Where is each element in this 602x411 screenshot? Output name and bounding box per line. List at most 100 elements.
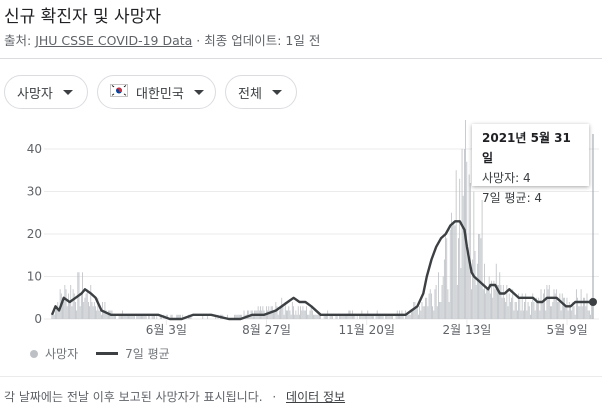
daily-bar bbox=[291, 302, 293, 319]
daily-bar bbox=[491, 280, 492, 319]
daily-bar bbox=[478, 234, 479, 319]
daily-bar bbox=[326, 314, 327, 319]
daily-bar bbox=[446, 238, 448, 319]
daily-bar bbox=[303, 310, 305, 319]
hover-marker bbox=[589, 134, 597, 319]
chart-legend: 사망자 7일 평균 bbox=[30, 345, 170, 362]
daily-bar bbox=[336, 314, 338, 319]
daily-bar bbox=[571, 310, 573, 319]
daily-bar bbox=[106, 314, 108, 319]
daily-bar bbox=[578, 306, 580, 319]
daily-bar bbox=[289, 310, 291, 319]
daily-bar bbox=[528, 306, 530, 319]
daily-bar bbox=[406, 314, 408, 319]
daily-bar bbox=[130, 314, 132, 319]
daily-bar bbox=[485, 293, 487, 319]
daily-bar bbox=[412, 310, 413, 319]
x-axis-labels: 6월 3일 8월 27일 11월 20일 2월 13일 5월 9일 bbox=[146, 319, 588, 337]
daily-bar bbox=[561, 293, 563, 319]
daily-bar bbox=[55, 310, 56, 319]
daily-bar bbox=[310, 306, 312, 319]
daily-bar bbox=[314, 314, 316, 319]
daily-bar bbox=[171, 314, 173, 319]
daily-bar bbox=[439, 302, 441, 319]
daily-bar bbox=[443, 259, 445, 319]
daily-bar bbox=[432, 306, 433, 319]
daily-bar bbox=[264, 314, 266, 319]
daily-bar bbox=[113, 314, 115, 319]
daily-bar bbox=[99, 310, 101, 319]
daily-bar bbox=[476, 263, 478, 319]
daily-bar bbox=[453, 221, 455, 319]
daily-bar bbox=[484, 263, 485, 319]
daily-bar bbox=[79, 306, 81, 319]
daily-bar bbox=[402, 314, 404, 319]
daily-bar bbox=[80, 293, 82, 319]
daily-bar bbox=[429, 289, 431, 319]
daily-bar bbox=[580, 289, 582, 319]
tooltip-average: 7일 평균: 4 bbox=[482, 191, 543, 205]
daily-bar bbox=[71, 306, 73, 319]
daily-bar bbox=[382, 314, 384, 319]
daily-bar bbox=[138, 314, 140, 319]
daily-bar bbox=[304, 310, 306, 319]
seven-day-average-line bbox=[50, 220, 593, 321]
daily-bar bbox=[519, 297, 521, 319]
daily-bar bbox=[375, 314, 377, 319]
daily-bar bbox=[298, 314, 300, 319]
daily-bar bbox=[380, 314, 382, 319]
daily-bar bbox=[505, 302, 507, 319]
daily-bar bbox=[362, 314, 364, 319]
daily-bar bbox=[530, 314, 531, 319]
daily-bar bbox=[469, 183, 471, 319]
daily-bar bbox=[390, 314, 392, 319]
daily-bar bbox=[413, 302, 415, 319]
deaths-chart[interactable]: 0 10 20 30 40 6월 3일 8월 27일 11월 20일 2월 13일 5월 9일 bbox=[0, 120, 602, 342]
daily-bar bbox=[434, 289, 436, 319]
daily-bar bbox=[227, 314, 228, 319]
daily-bar bbox=[128, 314, 129, 319]
daily-bar bbox=[347, 314, 349, 319]
daily-bar bbox=[308, 314, 310, 319]
caret-down-icon bbox=[193, 89, 204, 95]
daily-bar bbox=[370, 314, 372, 319]
page-title: 신규 확진자 및 사망자 bbox=[4, 7, 161, 27]
daily-bar bbox=[415, 306, 417, 319]
daily-bar bbox=[100, 314, 102, 319]
daily-bar bbox=[440, 302, 442, 319]
daily-bar bbox=[547, 289, 549, 319]
footnote: 각 날짜에는 전날 이후 보고된 사망자가 표시됩니다. · 데이터 정보 bbox=[4, 388, 345, 405]
daily-bar bbox=[369, 314, 371, 319]
daily-bar bbox=[585, 306, 587, 319]
daily-bar bbox=[389, 314, 391, 319]
daily-bar bbox=[514, 302, 516, 319]
daily-bar bbox=[287, 310, 289, 319]
daily-bar bbox=[581, 306, 583, 319]
daily-bar bbox=[306, 306, 307, 319]
region-dropdown[interactable]: 대한민국 bbox=[97, 75, 216, 109]
daily-bar bbox=[241, 314, 243, 319]
daily-bar bbox=[280, 306, 281, 319]
daily-bar bbox=[260, 306, 261, 319]
daily-bar bbox=[105, 310, 107, 319]
daily-bar bbox=[451, 212, 452, 319]
daily-bar bbox=[465, 120, 466, 319]
footnote-separator: · bbox=[272, 390, 277, 404]
metric-dropdown[interactable]: 사망자 bbox=[4, 75, 88, 109]
range-dropdown[interactable]: 전체 bbox=[225, 75, 297, 109]
daily-bar bbox=[410, 310, 412, 319]
daily-bar bbox=[89, 306, 91, 319]
daily-bar bbox=[522, 310, 524, 319]
data-info-link[interactable]: 데이터 정보 bbox=[286, 390, 346, 404]
source-link[interactable]: JHU CSSE COVID-19 Data bbox=[35, 33, 193, 48]
daily-bar bbox=[83, 302, 85, 319]
daily-bar bbox=[344, 314, 346, 319]
footer-divider bbox=[0, 376, 602, 377]
tooltip-deaths: 사망자: 4 bbox=[482, 171, 531, 185]
daily-bar bbox=[584, 297, 586, 319]
daily-bar bbox=[387, 314, 389, 319]
daily-bar bbox=[88, 302, 89, 319]
daily-bar bbox=[296, 314, 298, 319]
daily-bar bbox=[554, 293, 556, 319]
daily-bar bbox=[73, 293, 75, 319]
